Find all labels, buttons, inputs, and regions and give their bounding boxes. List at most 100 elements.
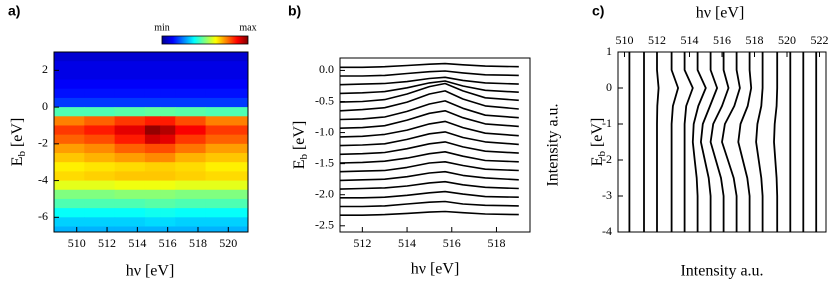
heatmap-cell [114,153,146,163]
heatmap-cell [114,97,146,108]
heatmap-cell [175,88,207,99]
heatmap-cell [114,208,146,218]
heatmap-cell [114,217,146,227]
heatmap-cell [114,70,146,81]
heatmap-cell [205,143,249,154]
panel-label: c) [592,3,604,19]
heatmap-cell [144,97,161,108]
heatmap-cell [114,226,146,233]
x-tick-label: 522 [811,33,829,47]
spectrum-line [339,170,519,182]
spectrum-line [721,52,741,232]
y-axis-label-subscript: b [16,151,28,157]
y-axis-label-unit: [eV] [589,118,606,147]
heatmap-cell [54,97,85,108]
heatmap-cell [160,189,176,200]
heatmap-cell [205,61,249,71]
x-tick-label: 518 [189,236,207,250]
x-axis-label: hν [eV] [411,261,460,278]
spectrum-line [339,100,519,121]
heatmap-cell [205,180,249,191]
spectrum-line [683,52,694,232]
heatmap-cell [160,134,176,145]
heatmap-cell [205,79,249,90]
spectrum-line [339,141,519,156]
spectrum-line [737,52,753,232]
heatmap-cell [175,61,207,71]
heatmap-cell [84,107,116,117]
heatmap-cell [54,198,85,209]
x-tick-label: 520 [219,236,237,250]
panel-label: a) [8,3,20,19]
heatmap-cell [84,116,116,126]
spectrum-line [339,180,519,190]
spectrum-line [340,200,519,208]
spectrum-line [339,110,519,129]
heatmap-cell [84,125,116,136]
heatmap-cell [160,116,176,126]
heatmap-cell [205,116,249,126]
heatmap-cell [205,88,249,99]
heatmap-cell [114,107,146,117]
x-tick-label: 514 [681,33,699,47]
spectrum-line [691,52,707,232]
heatmap-cell [175,180,207,191]
heatmap-cell [54,107,85,117]
heatmap-cell [54,143,85,154]
colorbar [161,35,249,45]
y-axis-label: Eb [eV] [9,118,28,167]
heatmap-cell [175,116,207,126]
spectrum-line [773,52,779,232]
x-tick-label: 512 [98,236,116,250]
heatmap-cell [84,180,116,191]
heatmap-cell [205,208,249,218]
heatmap-cell [160,208,176,218]
heatmap-cell [144,61,161,71]
heatmap-cell [114,52,146,62]
right-axis-label: Intensity a.u. [545,103,562,186]
x-tick-label: 514 [398,236,416,250]
heatmap-cell [144,208,161,218]
spectrum-line [340,62,519,69]
heatmap-cell [205,107,249,117]
heatmap-cell [54,217,85,227]
heatmap-cell [175,107,207,117]
y-tick-label: -2 [602,152,612,166]
y-axis-label: Eb [eV] [589,118,608,167]
heatmap-cell [205,217,249,227]
heatmap-cell [175,52,207,62]
heatmap-cell [144,162,161,172]
heatmap-cell [205,70,249,81]
heatmap-cell [144,217,161,227]
heatmap-cell [114,134,146,145]
heatmap-cell [205,171,249,182]
spectrum-line [340,70,519,77]
heatmap-cell [175,217,207,227]
heatmap-cell [84,171,116,182]
heatmap-cell [144,88,161,99]
heatmap-cell [84,198,116,209]
heatmap-cell [144,79,161,90]
x-tick-label: 518 [746,33,764,47]
heatmap-cell [54,189,85,200]
heatmap-cell [160,217,176,227]
spectrum-line [339,131,519,147]
y-tick-label: -3 [602,188,612,202]
heatmap-cell [160,52,176,62]
y-tick-label: -2.5 [315,218,334,232]
heatmap-cell [84,153,116,163]
y-axis-label-symbol: E [589,157,606,167]
heatmap-cell [84,189,116,200]
spectrum-line [340,190,519,199]
panel-label: b) [288,3,301,19]
spectrum-line [709,52,730,232]
heatmap-cell [114,61,146,71]
heatmap-cell [144,180,161,191]
heatmap-cell [114,79,146,90]
heatmap-cell [54,61,85,71]
y-tick-label: -0.5 [315,93,334,107]
heatmap-cell [54,162,85,172]
heatmap-cell [160,97,176,108]
spectrum-line [340,210,519,216]
